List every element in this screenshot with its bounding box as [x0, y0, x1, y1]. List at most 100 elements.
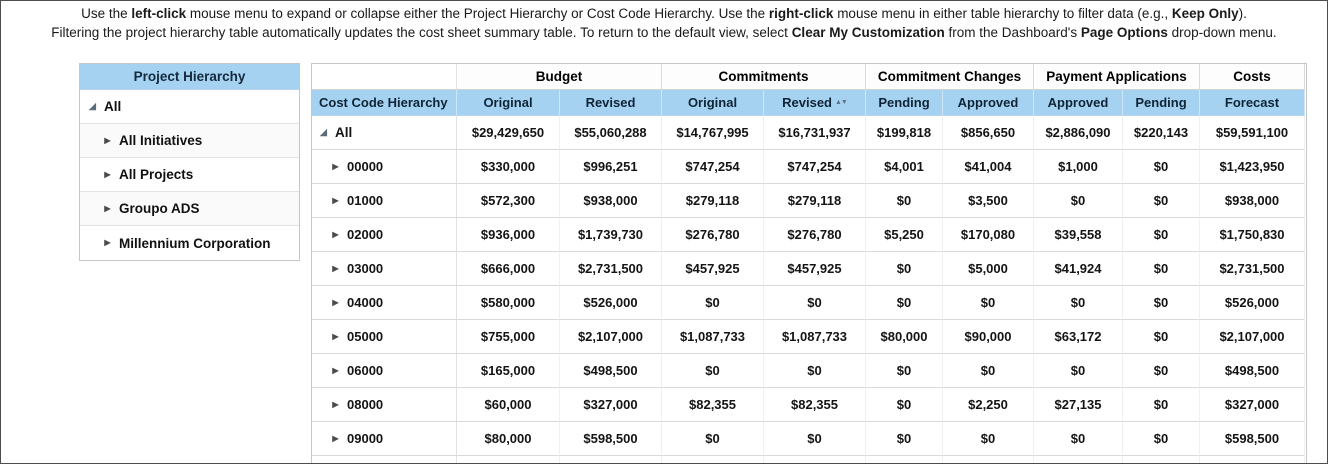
cost-code-label: 02000	[347, 227, 384, 242]
expand-icon[interactable]: ▶	[104, 135, 111, 145]
column-header-label: Revised	[782, 95, 832, 110]
cost-value-cell: $276,780	[662, 218, 764, 252]
cost-value-cell: $276,780	[764, 218, 866, 252]
cost-value-cell: $2,731,500	[1200, 252, 1305, 286]
column-header[interactable]: Pending	[866, 90, 943, 116]
project-hierarchy-item[interactable]: ▶ Millennium Corporation	[80, 226, 299, 260]
column-header[interactable]: Revised	[560, 90, 662, 116]
project-hierarchy-item[interactable]: ▶ All Projects	[80, 158, 299, 192]
expand-icon[interactable]: ▶	[332, 229, 339, 239]
collapse-icon[interactable]: ◢	[89, 101, 96, 111]
cost-code-row[interactable]: ▶ 02000 $936,000 $1,739,730 $276,780 $276,780…	[312, 218, 1306, 252]
cost-value-cell: $0	[866, 184, 943, 218]
column-header-row: Cost Code Hierarchy Original Revised Origi…	[312, 90, 1306, 116]
cost-code-label: 04000	[347, 295, 384, 310]
expand-icon[interactable]: ▶	[332, 399, 339, 409]
empty-cell	[457, 456, 560, 463]
cost-value-cell: $80,000	[457, 422, 560, 456]
project-hierarchy-list: ◢ All ▶ All Initiatives ▶ All Projects ▶ Groupo…	[80, 90, 299, 260]
column-header-label: Approved	[957, 95, 1019, 110]
cost-value-cell: $220,143	[1123, 116, 1200, 150]
cost-value-cell: $526,000	[1200, 286, 1305, 320]
sort-icon[interactable]: ▲▼	[835, 99, 848, 106]
cost-code-cell[interactable]: ▶ 03000	[312, 252, 457, 286]
cost-code-cell[interactable]: ▶ 06000	[312, 354, 457, 388]
column-group-header: Commitments	[662, 64, 866, 90]
cost-value-cell: $1,087,733	[764, 320, 866, 354]
expand-icon[interactable]: ▶	[104, 169, 111, 179]
cost-code-row[interactable]: ▶ 09000 $80,000 $598,500 $0 $0 $0 $0 $0 $0 $598,50…	[312, 422, 1306, 456]
cost-code-label: 09000	[347, 431, 384, 446]
column-header[interactable]: Pending	[1123, 90, 1200, 116]
column-header-label: Approved	[1047, 95, 1109, 110]
cost-code-label: 00000	[347, 159, 384, 174]
expand-icon[interactable]: ▶	[332, 297, 339, 307]
column-header-label: Revised	[585, 95, 636, 110]
empty-cell	[1034, 456, 1123, 463]
empty-cell	[943, 456, 1034, 463]
cost-code-cell[interactable]: ▶ 00000	[312, 150, 457, 184]
project-hierarchy-label: All Initiatives	[119, 133, 203, 148]
cost-value-cell: $498,500	[1200, 354, 1305, 388]
cost-code-cell[interactable]: ▶ 09000	[312, 422, 457, 456]
column-header[interactable]: Revised ▲▼	[764, 90, 866, 116]
column-header-label: Pending	[1135, 95, 1187, 110]
cost-code-cell[interactable]: ▶ 08000	[312, 388, 457, 422]
cost-code-cell[interactable]: ▶ 01000	[312, 184, 457, 218]
expand-icon[interactable]: ▶	[332, 365, 339, 375]
project-hierarchy-item[interactable]: ▶ Groupo ADS	[80, 192, 299, 226]
cost-value-cell: $938,000	[1200, 184, 1305, 218]
cost-value-cell: $0	[1034, 422, 1123, 456]
column-header[interactable]: Forecast	[1200, 90, 1305, 116]
empty-cell	[560, 456, 662, 463]
column-header[interactable]: Original	[457, 90, 560, 116]
project-hierarchy-item[interactable]: ◢ All	[80, 90, 299, 124]
cost-value-cell: $2,886,090	[1034, 116, 1123, 150]
cost-value-cell: $498,500	[560, 354, 662, 388]
cost-code-row[interactable]: ▶ 05000 $755,000 $2,107,000 $1,087,733 $1,087…	[312, 320, 1306, 354]
cost-value-cell: $0	[764, 286, 866, 320]
cost-code-row[interactable]: ◢ All $29,429,650 $55,060,288 $14,767,995 $16…	[312, 116, 1306, 150]
cost-value-cell: $0	[866, 354, 943, 388]
cost-code-cell[interactable]: ▶ 05000	[312, 320, 457, 354]
column-group-header: Budget	[457, 64, 662, 90]
cost-code-cell[interactable]: ▶ 02000	[312, 218, 457, 252]
cost-code-row[interactable]: ▶ 00000 $330,000 $996,251 $747,254 $747,254 $4…	[312, 150, 1306, 184]
column-header-label: Pending	[878, 95, 930, 110]
expand-icon[interactable]: ▶	[332, 195, 339, 205]
cost-code-label: All	[335, 125, 353, 140]
cost-code-cell[interactable]: ▶ 04000	[312, 286, 457, 320]
cost-value-cell: $327,000	[1200, 388, 1305, 422]
cost-value-cell: $90,000	[943, 320, 1034, 354]
column-header[interactable]: Approved	[1034, 90, 1123, 116]
expand-icon[interactable]: ▶	[332, 331, 339, 341]
cost-value-cell: $0	[866, 252, 943, 286]
collapse-icon[interactable]: ◢	[320, 127, 327, 137]
expand-icon[interactable]: ▶	[104, 203, 111, 213]
cost-value-cell: $80,000	[866, 320, 943, 354]
cost-value-cell: $0	[1123, 218, 1200, 252]
column-group-header: Payment Applications	[1034, 64, 1200, 90]
instructions: Use the left-click mouse menu to expand …	[9, 4, 1319, 42]
cost-value-cell: $16,731,937	[764, 116, 866, 150]
expand-icon[interactable]: ▶	[332, 161, 339, 171]
column-header[interactable]: Original	[662, 90, 764, 116]
cost-value-cell: $0	[866, 422, 943, 456]
cost-code-row[interactable]: ▶ 03000 $666,000 $2,731,500 $457,925 $457,925…	[312, 252, 1306, 286]
expand-icon[interactable]: ▶	[332, 433, 339, 443]
cost-code-row[interactable]: ▶ 01000 $572,300 $938,000 $279,118 $279,118 $0…	[312, 184, 1306, 218]
cost-value-cell: $29,429,650	[457, 116, 560, 150]
project-hierarchy-item[interactable]: ▶ All Initiatives	[80, 124, 299, 158]
cost-code-row[interactable]: ▶ 06000 $165,000 $498,500 $0 $0 $0 $0 $0 $0 $498,5…	[312, 354, 1306, 388]
cost-code-row[interactable]: ▶ 04000 $580,000 $526,000 $0 $0 $0 $0 $0 $0 $526,0…	[312, 286, 1306, 320]
cost-code-row[interactable]: ▶ 08000 $60,000 $327,000 $82,355 $82,355 $0 $2,…	[312, 388, 1306, 422]
column-header-label: Forecast	[1224, 95, 1280, 110]
column-header[interactable]: Approved	[943, 90, 1034, 116]
expand-icon[interactable]: ▶	[104, 238, 111, 247]
cost-sheet-table: Budget Commitments Commitment Changes Payme…	[311, 63, 1307, 463]
expand-icon[interactable]: ▶	[332, 263, 339, 273]
cost-code-cell[interactable]: ◢ All	[312, 116, 457, 150]
cost-value-cell: $0	[1123, 184, 1200, 218]
cost-code-hierarchy-header: Cost Code Hierarchy	[312, 90, 457, 116]
